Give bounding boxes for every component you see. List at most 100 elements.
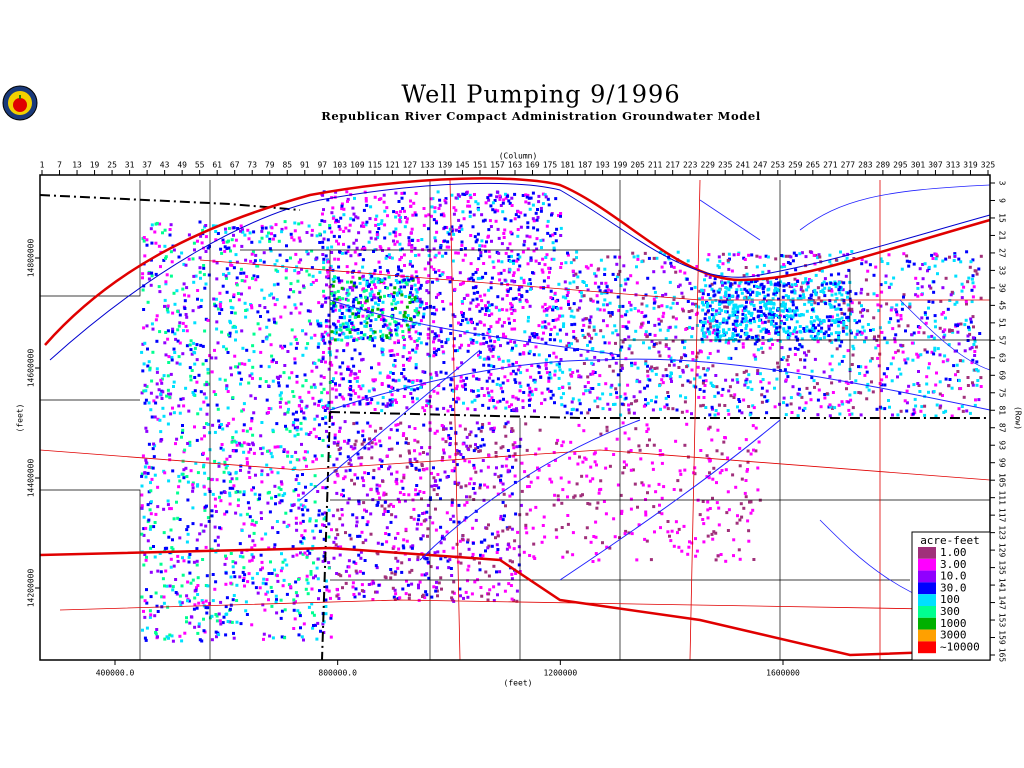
pumping-cell — [432, 247, 436, 251]
pumping-cell — [269, 585, 273, 589]
pumping-cell — [368, 337, 372, 341]
pumping-cell — [765, 307, 768, 311]
pumping-cell — [213, 497, 217, 501]
pumping-cell — [330, 400, 334, 404]
pumping-cell — [735, 324, 739, 327]
pumping-cell — [521, 250, 525, 254]
pumping-cell — [586, 411, 590, 415]
pumping-cell — [532, 249, 536, 253]
pumping-cell — [353, 281, 357, 285]
pumping-cell — [224, 571, 228, 575]
pumping-cell — [586, 375, 590, 379]
pumping-cell — [741, 345, 745, 349]
pumping-cell — [340, 312, 344, 315]
pumping-cell — [330, 330, 334, 334]
pumping-cell — [568, 306, 572, 310]
pumping-cell — [654, 342, 658, 346]
pumping-cell — [327, 589, 331, 593]
pumping-cell — [216, 535, 220, 539]
pumping-cell — [403, 311, 407, 314]
pumping-cell — [859, 310, 863, 314]
pumping-cell — [191, 578, 195, 582]
pumping-cell — [154, 512, 158, 516]
pumping-cell — [306, 592, 310, 596]
pumping-cell — [510, 312, 514, 315]
pumping-cell — [400, 300, 404, 304]
pumping-cell — [714, 339, 718, 343]
pumping-cell — [532, 332, 536, 335]
pumping-cell — [250, 240, 254, 244]
pumping-cell — [727, 412, 731, 416]
pumping-cell — [777, 281, 780, 285]
pumping-cell — [270, 354, 274, 358]
pumping-cell — [701, 340, 705, 344]
pumping-cell — [619, 284, 623, 288]
pumping-cell — [171, 639, 175, 643]
pumping-cell — [190, 369, 194, 372]
pumping-cell — [570, 309, 574, 313]
pumping-cell — [841, 288, 845, 292]
pumping-cell — [208, 602, 211, 605]
pumping-cell — [922, 331, 926, 335]
pumping-cell — [605, 285, 609, 289]
pumping-cell — [410, 274, 414, 278]
pumping-cell — [353, 376, 357, 380]
pumping-cell — [715, 323, 719, 327]
pumping-cell — [157, 244, 161, 248]
pumping-cell — [743, 287, 747, 291]
pumping-cell — [691, 358, 695, 362]
pumping-cell — [629, 303, 633, 307]
pumping-cell — [327, 350, 331, 354]
pumping-cell — [717, 325, 721, 329]
pumping-cell — [663, 405, 667, 409]
pumping-cell — [489, 325, 493, 329]
pumping-cell — [358, 402, 362, 406]
pumping-cell — [150, 415, 154, 419]
pumping-cell — [487, 406, 491, 410]
pumping-cell — [637, 309, 640, 313]
pumping-cell — [140, 506, 144, 510]
pumping-cell — [228, 494, 232, 498]
pumping-cell — [338, 365, 342, 369]
pumping-cell — [171, 406, 174, 410]
pumping-cell — [244, 309, 248, 312]
pumping-cell — [772, 306, 775, 310]
pumping-cell — [373, 277, 377, 281]
pumping-cell — [751, 274, 755, 277]
pumping-cell — [353, 348, 357, 352]
pumping-cell — [973, 354, 977, 357]
pumping-cell — [727, 389, 731, 393]
pumping-cell — [278, 393, 282, 397]
pumping-cell — [944, 377, 948, 381]
pumping-cell — [644, 362, 648, 366]
pumping-cell — [817, 323, 821, 327]
pumping-cell — [900, 307, 904, 311]
pumping-cell — [381, 333, 385, 337]
pumping-cell — [206, 318, 210, 322]
pumping-cell — [225, 387, 228, 391]
pumping-cell — [585, 284, 588, 287]
pumping-cell — [672, 295, 676, 299]
pumping-cell — [545, 308, 549, 312]
pumping-cell — [249, 427, 253, 431]
pumping-cell — [505, 294, 509, 297]
pumping-cell — [177, 355, 181, 359]
pumping-cell — [746, 291, 750, 294]
pumping-cell — [293, 418, 297, 422]
pumping-cell — [373, 336, 377, 340]
pumping-cell — [433, 206, 437, 210]
pumping-cell — [774, 331, 778, 335]
pumping-cell — [432, 350, 436, 354]
pumping-cell — [561, 370, 565, 374]
pumping-cell — [375, 231, 379, 234]
pumping-cell — [322, 387, 326, 391]
pumping-cell — [140, 532, 144, 536]
pumping-cell — [260, 236, 264, 240]
pumping-cell — [323, 230, 327, 234]
pumping-cell — [329, 353, 332, 357]
pumping-cell — [142, 527, 146, 531]
pumping-cell — [490, 239, 493, 243]
pumping-cell — [462, 401, 465, 405]
pumping-cell — [322, 237, 326, 241]
pumping-cell — [899, 372, 903, 376]
